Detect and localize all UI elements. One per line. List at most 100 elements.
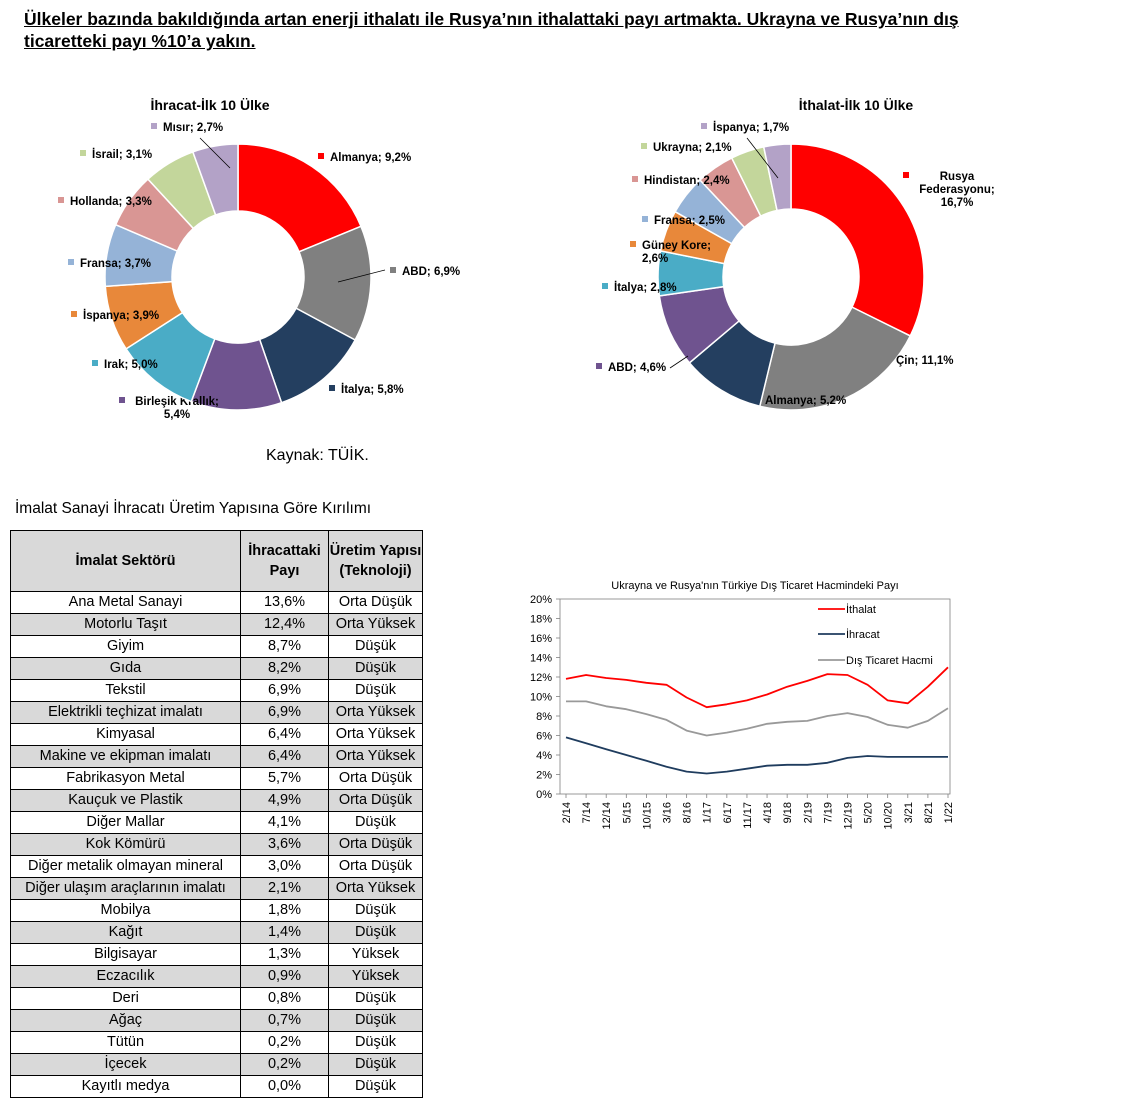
cell-technology: Düşük xyxy=(328,811,423,834)
chart-title: İthalat-İlk 10 Ülke xyxy=(799,97,914,113)
table-row: Makine ve ekipman imalatı 6,4% Orta Yüksek xyxy=(10,745,423,768)
table-row: Fabrikasyon Metal 5,7% Orta Düşük xyxy=(10,767,423,790)
header-share: İhracattaki Payı xyxy=(240,530,329,592)
table-row: Diğer Mallar 4,1% Düşük xyxy=(10,811,423,834)
x-tick-label: 7/19 xyxy=(822,802,834,823)
x-tick-label: 4/18 xyxy=(762,802,774,823)
cell-technology: Düşük xyxy=(328,635,423,658)
legend-marker xyxy=(329,385,335,391)
cell-share: 6,9% xyxy=(240,701,329,724)
table-row: Gıda 8,2% Düşük xyxy=(10,657,423,680)
legend-marker xyxy=(92,360,98,366)
cell-sector: Tekstil xyxy=(10,679,241,702)
y-tick-label: 2% xyxy=(536,770,552,782)
cell-technology: Düşük xyxy=(328,1053,423,1076)
x-tick-label: 5/15 xyxy=(621,802,633,823)
cell-technology: Düşük xyxy=(328,1009,423,1032)
legend-label: İthalat xyxy=(846,603,876,616)
cell-sector: Motorlu Taşıt xyxy=(10,613,241,636)
cell-share: 4,9% xyxy=(240,789,329,812)
slice-label: 5,4% xyxy=(164,409,190,421)
slice-label: ABD; 6,9% xyxy=(402,266,460,278)
donut-slice xyxy=(758,306,912,411)
cell-technology: Orta Yüksek xyxy=(328,613,423,636)
cell-technology: Orta Düşük xyxy=(328,789,423,812)
x-tick-label: 10/20 xyxy=(883,802,895,830)
x-tick-label: 7/14 xyxy=(581,802,593,823)
trade-share-line-chart: Ukrayna ve Rusya'nın Türkiye Dış Ticaret… xyxy=(530,580,955,830)
x-tick-label: 12/19 xyxy=(842,802,854,830)
slice-label: Almanya; 9,2% xyxy=(330,152,411,164)
cell-sector: Ağaç xyxy=(10,1009,241,1032)
y-tick-label: 18% xyxy=(530,614,552,626)
x-tick-label: 11/17 xyxy=(742,802,754,829)
slice-label: Fransa; 3,7% xyxy=(80,258,151,270)
x-tick-label: 3/21 xyxy=(903,802,915,823)
cell-technology: Orta Yüksek xyxy=(328,745,423,768)
table-row: Kauçuk ve Plastik 4,9% Orta Düşük xyxy=(10,789,423,812)
plot-area xyxy=(559,598,951,795)
cell-sector: Elektrikli teçhizat imalatı xyxy=(10,701,241,724)
cell-sector: Kağıt xyxy=(10,921,241,944)
x-tick-label: 2/19 xyxy=(802,802,814,823)
slice-label: İspanya; 3,9% xyxy=(83,309,159,322)
cell-sector: Diğer Mallar xyxy=(10,811,241,834)
cell-sector: Diğer metalik olmayan mineral xyxy=(10,855,241,878)
y-tick-label: 0% xyxy=(536,789,552,801)
x-tick-label: 8/21 xyxy=(923,802,935,823)
cell-sector: Bilgisayar xyxy=(10,943,241,966)
cell-technology: Yüksek xyxy=(328,943,423,966)
x-tick-label: 5/20 xyxy=(863,802,875,823)
cell-share: 8,7% xyxy=(240,635,329,658)
x-tick-label: 2/14 xyxy=(561,802,573,823)
table-row: Diğer metalik olmayan mineral 3,0% Orta Dü… xyxy=(10,855,423,878)
x-tick-label: 3/16 xyxy=(662,802,674,823)
x-tick-label: 10/15 xyxy=(641,802,653,830)
table-row: Diğer ulaşım araçlarının imalatı 2,1% Orta… xyxy=(10,877,423,900)
table-caption: İmalat Sanayi İhracatı Üretim Yapısına G… xyxy=(15,500,372,517)
legend-marker xyxy=(318,153,324,159)
cell-share: 3,0% xyxy=(240,855,329,878)
table-body: Ana Metal Sanayi 13,6% Orta Düşük Motorlu T… xyxy=(10,591,423,1098)
cell-sector: Giyim xyxy=(10,635,241,658)
legend-marker xyxy=(641,143,647,149)
donut-slice xyxy=(191,143,239,216)
legend-marker xyxy=(903,172,909,178)
cell-sector: Tütün xyxy=(10,1031,241,1054)
cell-share: 6,4% xyxy=(240,723,329,746)
table-row: Motorlu Taşıt 12,4% Orta Yüksek xyxy=(10,613,423,636)
slice-label: Federasyonu; xyxy=(919,184,994,196)
legend-marker xyxy=(80,150,86,156)
slice-label: ABD; 4,6% xyxy=(608,362,666,374)
cell-share: 0,8% xyxy=(240,987,329,1010)
y-tick-label: 4% xyxy=(536,750,552,762)
table-row: Bilgisayar 1,3% Yüksek xyxy=(10,943,423,966)
legend-marker xyxy=(602,283,608,289)
cell-technology: Düşük xyxy=(328,679,423,702)
table-row: Kok Kömürü 3,6% Orta Düşük xyxy=(10,833,423,856)
chart-title: İhracat-İlk 10 Ülke xyxy=(150,97,269,113)
legend-marker xyxy=(390,267,396,273)
slice-label: Almanya; 5,2% xyxy=(765,395,846,407)
cell-sector: Kayıtlı medya xyxy=(10,1075,241,1098)
export-donut-chart: İhracat-İlk 10 Ülke Almanya; 9,2% ABD; 6,9… xyxy=(58,97,460,421)
sector-table: İmalat Sektörü İhracattaki Payı Üretim Y… xyxy=(10,530,423,1098)
leader-line xyxy=(337,269,386,283)
legend-marker xyxy=(701,123,707,129)
cell-share: 5,7% xyxy=(240,767,329,790)
legend-label: Dış Ticaret Hacmi xyxy=(846,655,933,667)
cell-share: 12,4% xyxy=(240,613,329,636)
cell-sector: Kok Kömürü xyxy=(10,833,241,856)
cell-technology: Düşük xyxy=(328,987,423,1010)
y-tick-label: 14% xyxy=(530,653,552,665)
cell-share: 1,8% xyxy=(240,899,329,922)
series-line xyxy=(566,700,949,737)
slice-label: İsrail; 3,1% xyxy=(92,148,152,161)
cell-technology: Düşük xyxy=(328,1031,423,1054)
table-row: Eczacılık 0,9% Yüksek xyxy=(10,965,423,988)
cell-sector: Kimyasal xyxy=(10,723,241,746)
donut-slice xyxy=(790,143,925,337)
cell-technology: Orta Yüksek xyxy=(328,877,423,900)
cell-share: 1,3% xyxy=(240,943,329,966)
cell-share: 0,2% xyxy=(240,1053,329,1076)
